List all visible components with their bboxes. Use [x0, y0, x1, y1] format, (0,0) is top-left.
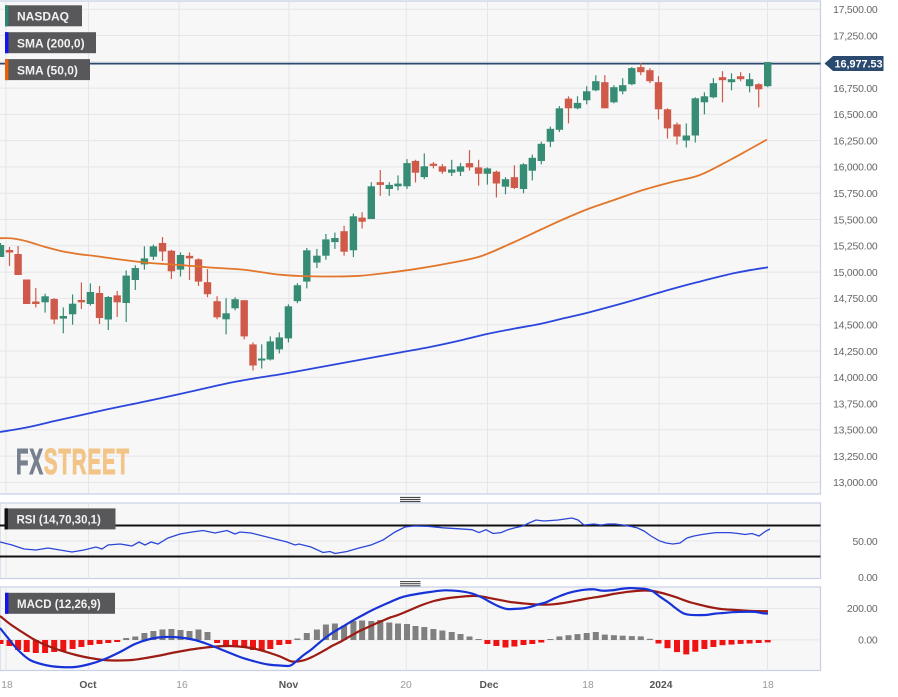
svg-text:16,250.00: 16,250.00: [833, 136, 878, 147]
svg-text:18: 18: [582, 680, 594, 691]
svg-text:13,250.00: 13,250.00: [833, 452, 878, 463]
svg-text:15,250.00: 15,250.00: [833, 242, 878, 253]
svg-text:15,000.00: 15,000.00: [833, 268, 878, 279]
svg-text:Dec: Dec: [480, 680, 499, 691]
svg-text:16,977.53: 16,977.53: [834, 59, 882, 71]
svg-text:20: 20: [400, 680, 412, 691]
svg-text:0.00: 0.00: [858, 573, 878, 584]
svg-text:NASDAQ: NASDAQ: [17, 10, 69, 24]
svg-text:15,750.00: 15,750.00: [833, 189, 878, 200]
svg-text:13,500.00: 13,500.00: [833, 426, 878, 437]
svg-text:14,250.00: 14,250.00: [833, 347, 878, 358]
svg-text:FXSTREET: FXSTREET: [16, 442, 130, 483]
svg-text:16,750.00: 16,750.00: [833, 84, 878, 95]
svg-text:17,500.00: 17,500.00: [833, 5, 878, 16]
svg-text:13,750.00: 13,750.00: [833, 399, 878, 410]
svg-text:16,000.00: 16,000.00: [833, 163, 878, 174]
svg-text:15,500.00: 15,500.00: [833, 215, 878, 226]
svg-text:18: 18: [1, 680, 13, 691]
svg-text:16,500.00: 16,500.00: [833, 110, 878, 121]
svg-text:17,250.00: 17,250.00: [833, 31, 878, 42]
svg-text:13,000.00: 13,000.00: [833, 478, 878, 489]
svg-text:RSI (14,70,30,1): RSI (14,70,30,1): [17, 515, 102, 527]
svg-text:0.00: 0.00: [858, 636, 878, 647]
svg-text:SMA (50,0): SMA (50,0): [17, 63, 78, 77]
svg-text:MACD (12,26,9): MACD (12,26,9): [17, 599, 101, 611]
svg-text:2024: 2024: [650, 680, 673, 691]
svg-text:14,500.00: 14,500.00: [833, 321, 878, 332]
svg-text:18: 18: [762, 680, 774, 691]
svg-text:SMA (200,0): SMA (200,0): [17, 37, 85, 51]
svg-text:14,750.00: 14,750.00: [833, 294, 878, 305]
svg-text:Oct: Oct: [79, 680, 97, 691]
svg-text:200.00: 200.00: [847, 604, 878, 615]
svg-text:16: 16: [176, 680, 188, 691]
svg-text:50.00: 50.00: [852, 537, 877, 548]
svg-text:Nov: Nov: [279, 680, 299, 691]
svg-text:14,000.00: 14,000.00: [833, 373, 878, 384]
